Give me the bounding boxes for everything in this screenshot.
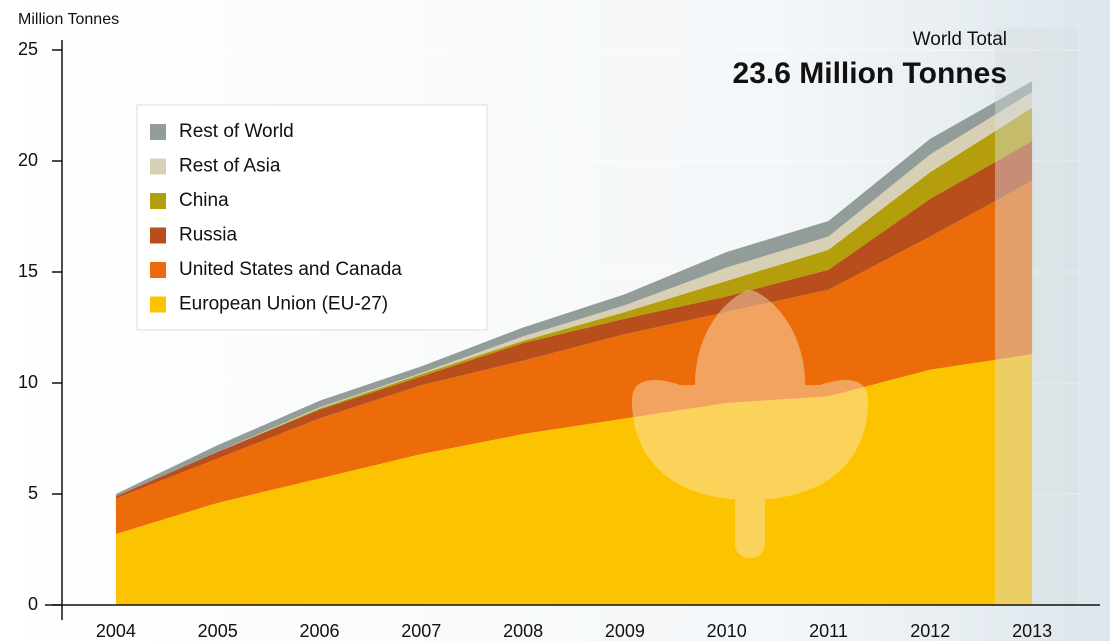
y-tick-label: 20 bbox=[18, 150, 38, 170]
legend-swatch bbox=[150, 124, 166, 140]
area bbox=[115, 354, 1033, 605]
legend-label: China bbox=[179, 190, 229, 211]
legend-label: United States and Canada bbox=[179, 259, 402, 280]
x-tick-label: 2013 bbox=[1012, 621, 1052, 641]
annotation-value: 23.6 Million Tonnes bbox=[733, 57, 1007, 90]
legend-swatch bbox=[150, 158, 166, 175]
x-tick-label: 2012 bbox=[910, 621, 950, 641]
highlight-column bbox=[995, 28, 1078, 605]
legend-label: European Union (EU-27) bbox=[179, 294, 388, 315]
y-axis-label: Million Tonnes bbox=[18, 11, 119, 28]
legend-label: Rest of Asia bbox=[179, 156, 281, 177]
legend-label: Rest of World bbox=[179, 121, 294, 142]
annotation-label: World Total bbox=[913, 29, 1007, 50]
y-tick-label: 5 bbox=[28, 483, 38, 503]
x-tick-label: 2004 bbox=[96, 621, 136, 641]
y-tick-label: 15 bbox=[18, 261, 38, 281]
x-tick-label: 2009 bbox=[605, 621, 645, 641]
area bbox=[115, 141, 1033, 499]
legend-swatch bbox=[150, 296, 166, 313]
area bbox=[115, 180, 1033, 534]
legend: European Union (EU-27) United States and … bbox=[150, 121, 402, 315]
y-tick-label: 0 bbox=[28, 594, 38, 614]
x-tick-label: 2006 bbox=[299, 621, 339, 641]
x-tick-label: 2010 bbox=[707, 621, 747, 641]
x-tick-label: 2011 bbox=[809, 621, 848, 641]
legend-swatch bbox=[150, 193, 166, 209]
legend-swatch bbox=[150, 227, 166, 244]
legend-label: Russia bbox=[179, 225, 238, 246]
y-tick-label: 10 bbox=[18, 372, 38, 392]
logo-icon bbox=[632, 290, 868, 558]
legend-box bbox=[136, 104, 488, 331]
x-tick-label: 2008 bbox=[503, 621, 543, 641]
x-tick-label: 2007 bbox=[401, 621, 441, 641]
y-tick-label: 25 bbox=[18, 39, 38, 59]
x-tick-label: 2005 bbox=[198, 621, 238, 641]
area bbox=[115, 81, 1033, 497]
legend-swatch bbox=[150, 262, 166, 278]
